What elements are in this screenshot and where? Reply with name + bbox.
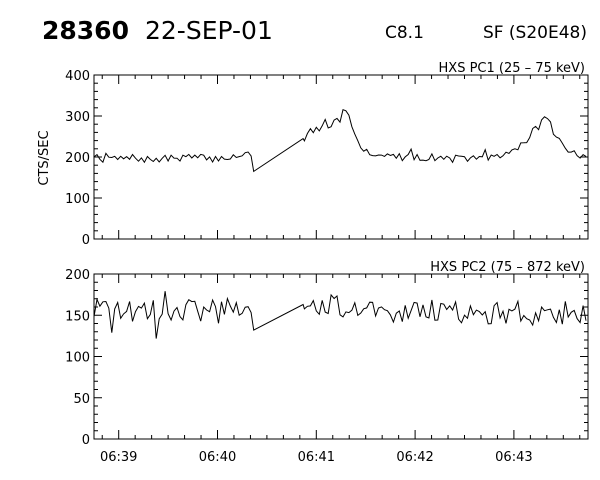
y-tick-label: 200 xyxy=(65,268,90,283)
panel-title-pc1: HXS PC1 (25 – 75 keV) xyxy=(439,61,585,76)
x-tick-labels: 06:39 06:40 06:41 06:42 06:43 xyxy=(100,450,533,465)
y-tick-label: 150 xyxy=(65,309,90,324)
y-axis-label: CTS/SEC xyxy=(37,130,52,185)
panel-pc2: HXS PC2 (75 – 872 keV) 0 50 100 150 200 xyxy=(65,260,589,448)
panel-frame-pc1 xyxy=(93,74,589,240)
x-tick-label: 06:42 xyxy=(396,450,433,465)
panel-title-pc2: HXS PC2 (75 – 872 keV) xyxy=(430,260,585,275)
y-tick-label: 300 xyxy=(65,110,90,125)
y-tick-label: 0 xyxy=(82,433,90,448)
y-tick-label: 400 xyxy=(65,69,90,84)
x-tick-label: 06:39 xyxy=(100,450,137,465)
y-tick-label: 100 xyxy=(65,351,90,366)
flare-location: SF (S20E48) xyxy=(483,23,587,43)
event-date: 22-SEP-01 xyxy=(145,16,273,45)
y-tick-label: 0 xyxy=(82,233,90,248)
x-tick-label: 06:43 xyxy=(495,450,532,465)
goes-class: C8.1 xyxy=(385,23,424,43)
y-tick-label: 100 xyxy=(65,192,90,207)
y-tick-label: 50 xyxy=(73,392,90,407)
series-line xyxy=(93,109,587,173)
panel-frame-pc2 xyxy=(93,273,589,440)
series-line xyxy=(93,291,587,339)
event-id: 28360 xyxy=(42,16,129,45)
x-tick-label: 06:40 xyxy=(199,450,236,465)
y-tick-label: 200 xyxy=(65,151,90,166)
x-tick-label: 06:41 xyxy=(298,450,335,465)
panel-pc1: HXS PC1 (25 – 75 keV) CTS/SEC 0 100 200 300… xyxy=(37,61,589,248)
